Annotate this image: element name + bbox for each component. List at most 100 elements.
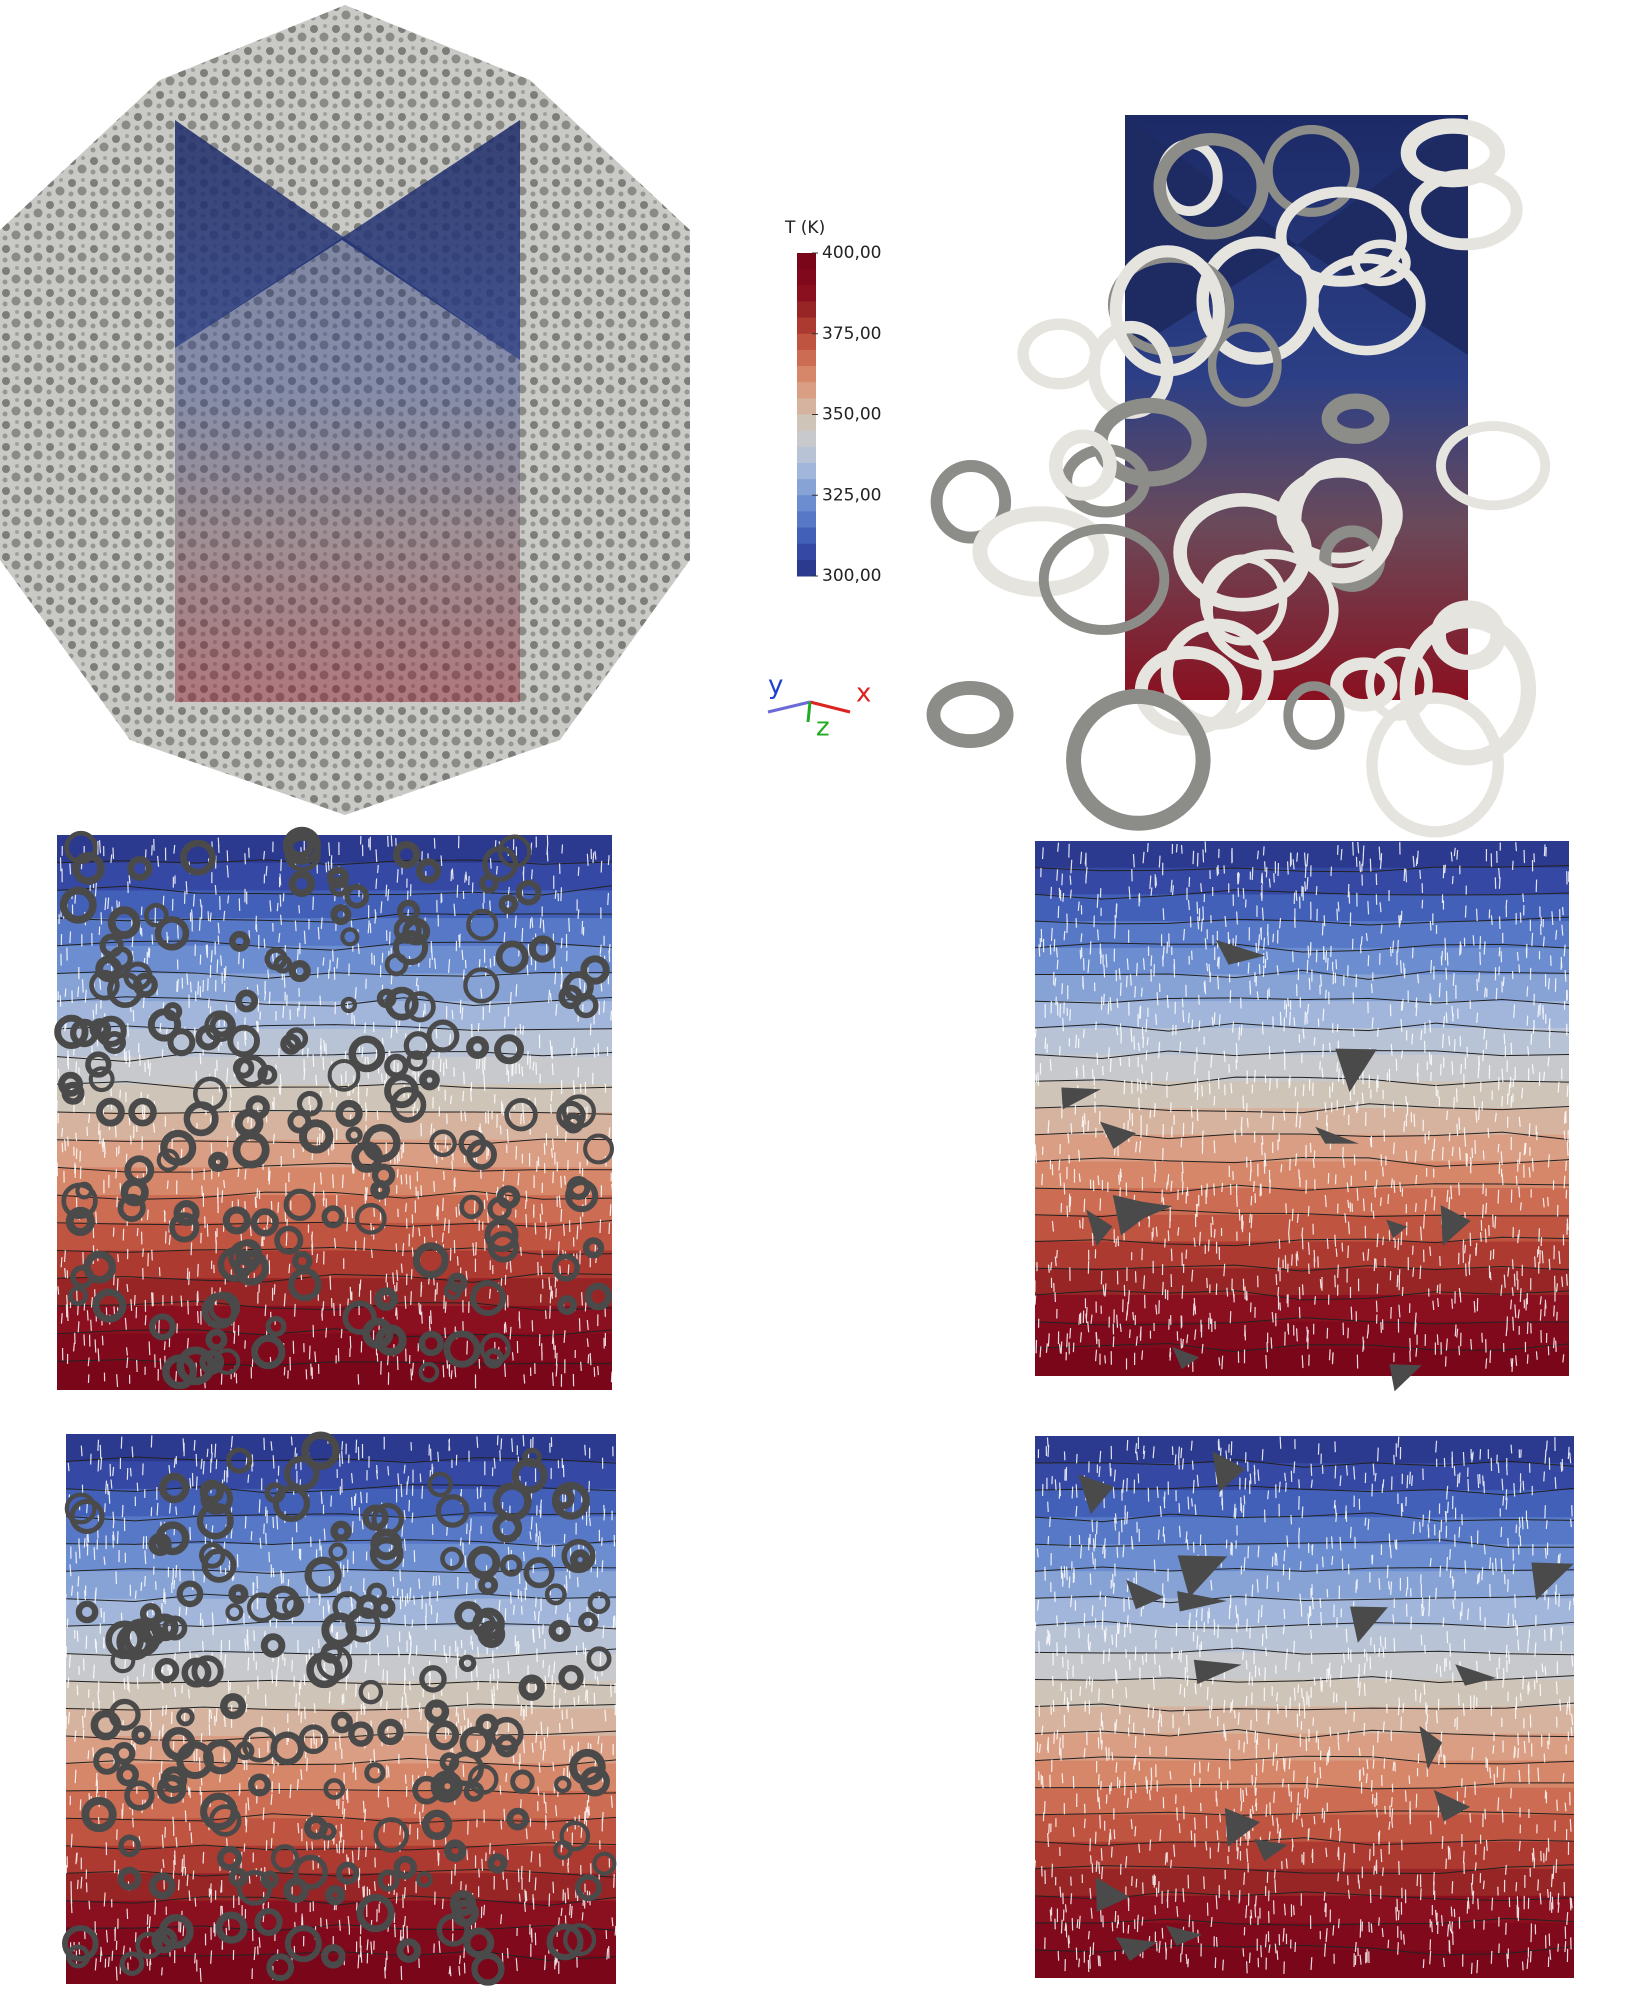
slice-plane-top	[1125, 115, 1468, 355]
z-axis-arrow	[806, 701, 812, 723]
solid-region	[151, 1927, 178, 1954]
solid-region	[209, 1013, 234, 1038]
temperature-band	[57, 1028, 612, 1058]
solid-region	[418, 1330, 444, 1357]
solid-region	[563, 1923, 597, 1957]
temperature-band	[1035, 1949, 1574, 1978]
solid-region	[292, 1250, 313, 1272]
foam-strut	[1017, 318, 1102, 390]
temperature-band	[1035, 841, 1569, 869]
solid-region	[582, 1237, 605, 1259]
temperature-band	[1035, 1001, 1569, 1029]
temperature-slice	[62, 1431, 617, 1986]
colorbar-step	[797, 559, 816, 577]
solid-region	[336, 1861, 360, 1885]
solid-region	[415, 858, 442, 884]
temperature-band	[1035, 1598, 1574, 1627]
axes-triad: y x z	[767, 671, 871, 743]
z-axis-label: z	[816, 713, 830, 743]
solid-region	[575, 1874, 602, 1902]
solid-region	[191, 1655, 224, 1688]
solid-region	[494, 1034, 525, 1065]
solid-region	[105, 1620, 144, 1660]
solid-region	[108, 1698, 141, 1731]
temperature-band	[57, 835, 612, 864]
solid-region	[324, 1885, 346, 1906]
solid-region	[222, 1206, 251, 1235]
solid-region	[169, 1212, 200, 1243]
solid-region	[93, 1747, 121, 1775]
solid-region	[561, 1538, 596, 1574]
solid-region	[201, 1292, 238, 1329]
solid-region	[248, 1773, 272, 1797]
solid-region	[373, 1817, 410, 1853]
solid-region	[419, 1069, 440, 1091]
solid-region	[167, 1028, 196, 1057]
solid-region	[117, 1866, 142, 1891]
solid-region	[369, 1537, 404, 1571]
foam-overlay	[175, 240, 520, 702]
solid-region	[569, 1748, 606, 1786]
solid-region	[451, 1899, 480, 1927]
solid-region	[273, 954, 293, 974]
solid-region	[351, 1141, 383, 1173]
solid-region	[251, 1334, 286, 1370]
colorbar-step	[797, 301, 816, 319]
foam-strut	[1283, 681, 1345, 750]
foam-strut	[1321, 393, 1390, 444]
solid-region	[75, 1181, 94, 1200]
y-axis-arrow	[767, 700, 811, 714]
solid-region	[340, 996, 358, 1014]
solid-region	[61, 1081, 85, 1105]
solid-region	[371, 1163, 396, 1188]
solid-region	[176, 1346, 216, 1386]
solid-region	[323, 1778, 346, 1800]
temperature-band	[1035, 1922, 1574, 1951]
solid-region	[235, 1054, 268, 1088]
solid-region	[284, 1925, 322, 1963]
solid-region	[298, 1119, 334, 1154]
solid-region	[412, 1242, 449, 1279]
solid-region	[131, 1725, 151, 1745]
solid-region	[529, 935, 557, 963]
solid-region	[466, 908, 499, 941]
solid-region	[108, 946, 134, 971]
solid-region	[200, 1792, 238, 1831]
solid-region	[478, 1575, 499, 1596]
solid-region	[469, 1280, 507, 1317]
velocity-arrows	[1034, 841, 1570, 1372]
solid-region	[298, 1724, 329, 1755]
solid-region	[396, 1938, 422, 1963]
colorbar-label: 300,00	[822, 566, 881, 586]
solid-region	[428, 1720, 460, 1751]
solid-region	[495, 940, 529, 974]
colorbar-step	[797, 446, 816, 464]
solid-region	[110, 1648, 136, 1674]
foam-strut	[1366, 692, 1504, 838]
solid-region	[176, 1707, 195, 1727]
solid-region	[466, 1035, 490, 1059]
solid-region	[217, 1247, 253, 1282]
solid-region	[418, 1361, 440, 1383]
solid-region	[329, 876, 350, 897]
solid-region	[117, 1193, 146, 1222]
solid-region	[118, 1834, 142, 1858]
solid-region	[546, 1923, 584, 1961]
solid-region	[426, 1019, 460, 1053]
solid-region	[1440, 1204, 1471, 1246]
solid-region	[366, 1582, 387, 1604]
y-axis-label: y	[768, 671, 783, 701]
solid-region	[523, 1557, 555, 1589]
solid-region	[1350, 1606, 1388, 1643]
solid-region	[1115, 1937, 1158, 1961]
solid-region	[463, 1781, 485, 1802]
solid-region	[416, 1871, 433, 1888]
solid-region	[226, 1447, 253, 1474]
solid-region	[301, 1431, 340, 1471]
solid-region	[280, 1033, 302, 1055]
solid-region	[1172, 1346, 1200, 1370]
colorbar-step	[797, 398, 816, 415]
solid-region	[236, 1869, 273, 1906]
foam-strut	[1308, 253, 1426, 356]
